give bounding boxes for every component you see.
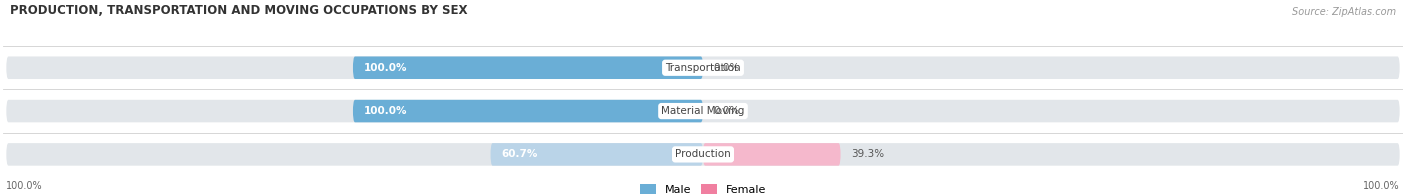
Text: Production: Production: [675, 149, 731, 159]
Text: 0.0%: 0.0%: [713, 63, 740, 73]
Text: 39.3%: 39.3%: [851, 149, 884, 159]
FancyBboxPatch shape: [6, 143, 1400, 166]
FancyBboxPatch shape: [491, 143, 703, 166]
Text: 100.0%: 100.0%: [6, 181, 44, 191]
Text: PRODUCTION, TRANSPORTATION AND MOVING OCCUPATIONS BY SEX: PRODUCTION, TRANSPORTATION AND MOVING OC…: [10, 4, 467, 17]
Text: 100.0%: 100.0%: [363, 63, 406, 73]
Legend: Male, Female: Male, Female: [640, 184, 766, 195]
Text: Transportation: Transportation: [665, 63, 741, 73]
FancyBboxPatch shape: [353, 56, 703, 79]
Text: Material Moving: Material Moving: [661, 106, 745, 116]
Text: Source: ZipAtlas.com: Source: ZipAtlas.com: [1292, 7, 1396, 17]
FancyBboxPatch shape: [703, 143, 841, 166]
FancyBboxPatch shape: [353, 100, 703, 122]
FancyBboxPatch shape: [6, 100, 1400, 122]
Text: 100.0%: 100.0%: [1362, 181, 1400, 191]
Text: 100.0%: 100.0%: [363, 106, 406, 116]
Text: 0.0%: 0.0%: [713, 106, 740, 116]
Text: 60.7%: 60.7%: [501, 149, 537, 159]
FancyBboxPatch shape: [6, 56, 1400, 79]
